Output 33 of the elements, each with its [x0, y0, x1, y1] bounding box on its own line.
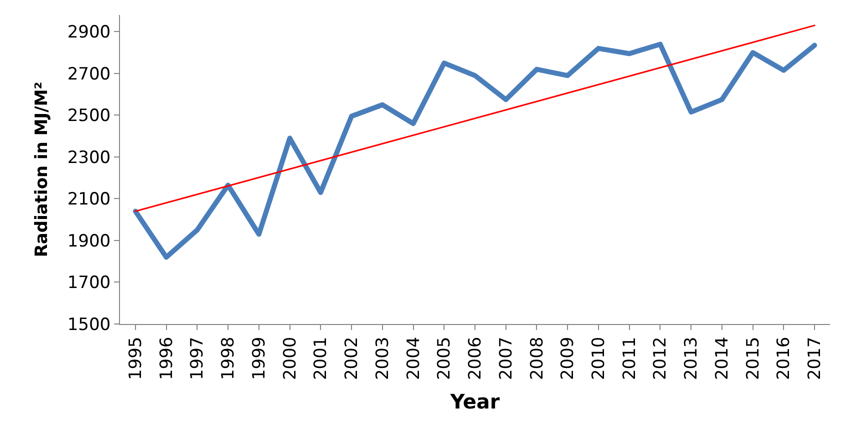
x-tick-label: 2000 — [280, 336, 300, 380]
x-tick-label: 1996 — [156, 336, 177, 380]
y-tick-label: 2900 — [67, 22, 111, 43]
y-axis-title: Radiation in MJ/M² — [32, 82, 52, 258]
y-tick-label: 2100 — [67, 190, 111, 210]
y-tick-label: 2500 — [67, 106, 111, 126]
y-tick-label: 1900 — [67, 231, 111, 252]
x-tick-label: 2012 — [650, 336, 671, 380]
x-tick-label: 2010 — [589, 336, 610, 380]
x-tick-label: 2001 — [311, 336, 332, 380]
y-tick-label: 2300 — [67, 148, 111, 168]
x-axis-title: Year — [449, 390, 500, 414]
x-tick-label: 2003 — [372, 336, 393, 380]
x-tick-label: 2007 — [496, 336, 516, 380]
x-tick-label: 1995 — [126, 336, 146, 380]
x-tick-label: 2011 — [620, 336, 640, 380]
x-tick-label: 2004 — [404, 336, 424, 380]
x-tick-label: 2009 — [558, 336, 578, 380]
x-tick-label: 1998 — [218, 336, 239, 380]
x-tick-label: 2002 — [342, 336, 362, 380]
x-tick-label: 2014 — [712, 336, 732, 380]
x-tick-label: 1999 — [249, 336, 270, 380]
x-tick-label: 2006 — [466, 336, 486, 380]
x-tick-label: 2016 — [774, 336, 794, 380]
y-tick-label: 2700 — [67, 64, 111, 84]
y-tick-label: 1500 — [67, 314, 111, 335]
x-tick-label: 2015 — [743, 336, 764, 380]
x-tick-label: 2013 — [682, 336, 702, 380]
x-tick-label: 2005 — [434, 336, 455, 380]
y-tick-label: 1700 — [67, 273, 111, 294]
x-tick-label: 2017 — [805, 336, 826, 380]
x-tick-label: 1997 — [188, 336, 208, 380]
x-tick-label: 2008 — [527, 336, 548, 380]
